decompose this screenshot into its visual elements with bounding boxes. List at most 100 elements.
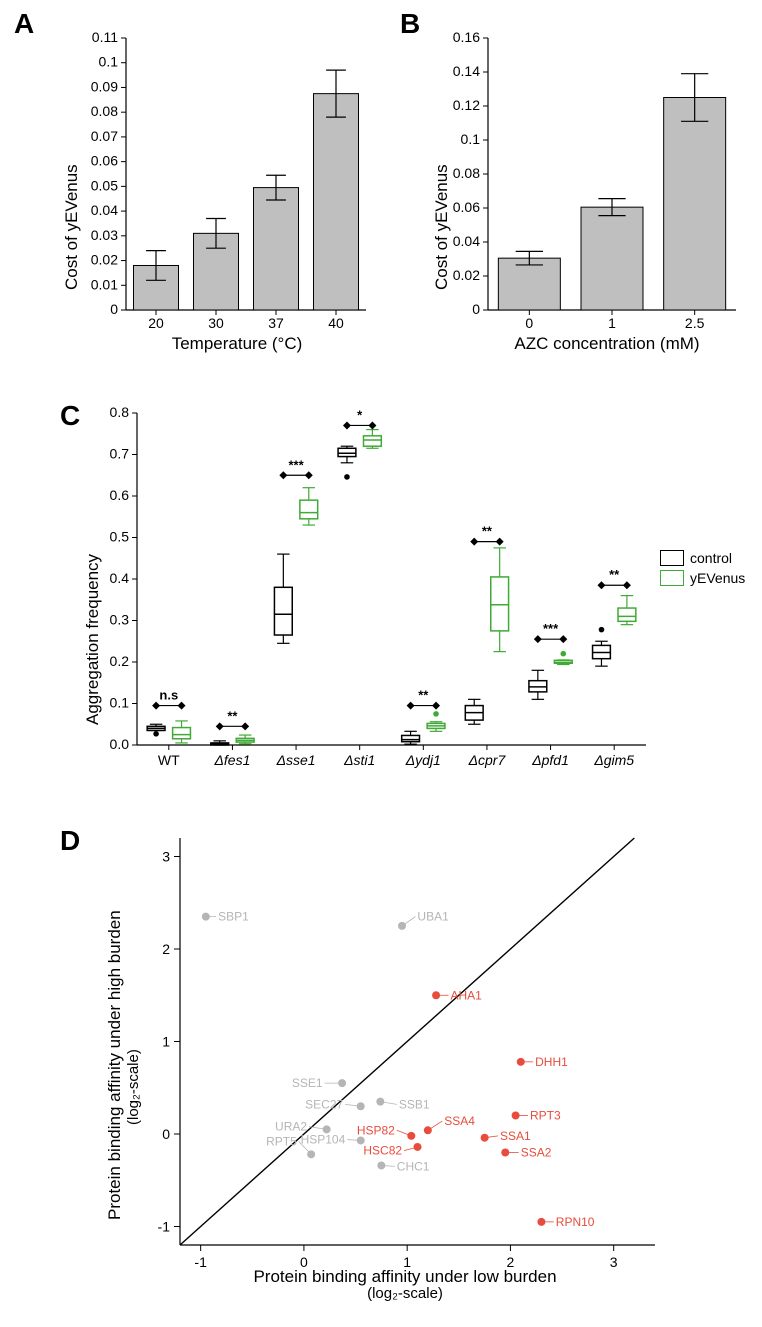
- svg-text:***: ***: [288, 457, 304, 472]
- svg-text:37: 37: [268, 315, 284, 331]
- svg-text:Δydj1: Δydj1: [405, 752, 441, 768]
- svg-text:0.2: 0.2: [110, 653, 130, 669]
- svg-text:WT: WT: [158, 752, 180, 768]
- svg-text:0.7: 0.7: [110, 446, 130, 462]
- svg-text:0.04: 0.04: [453, 233, 480, 249]
- svg-text:0.8: 0.8: [110, 405, 130, 420]
- svg-text:0.04: 0.04: [91, 202, 118, 218]
- svg-text:n.s: n.s: [159, 688, 178, 703]
- panel-b-ylabel: Cost of yEVenus: [432, 164, 452, 290]
- svg-text:SSE1: SSE1: [292, 1076, 323, 1090]
- svg-text:Δsse1: Δsse1: [276, 752, 316, 768]
- svg-text:SSA1: SSA1: [500, 1129, 531, 1143]
- panel-c-label: C: [60, 400, 80, 432]
- svg-text:3: 3: [162, 849, 170, 865]
- panel-a-svg: 0 0.01 0.02 0.03 0.04 0.05 0.06 0.07 0.08 0.09 0.1…: [70, 30, 370, 350]
- svg-text:HSP82: HSP82: [357, 1123, 395, 1137]
- svg-text:HSP104: HSP104: [301, 1133, 346, 1147]
- panel-c-legend: control yEVenus: [660, 550, 745, 590]
- svg-text:-1: -1: [158, 1219, 171, 1235]
- panel-b-label: B: [400, 8, 420, 40]
- svg-text:0.09: 0.09: [91, 78, 118, 94]
- svg-text:0.14: 0.14: [453, 63, 480, 79]
- legend-item-control: control: [660, 550, 745, 566]
- panel-d-svg: -10123-10123SBP1UBA1SSE1SEC27SSB1URA2RPT…: [125, 830, 665, 1300]
- panel-b-svg: 00.020.040.060.080.10.120.140.16012.5: [440, 30, 740, 350]
- svg-text:0.11: 0.11: [92, 30, 118, 45]
- svg-text:CHC1: CHC1: [397, 1159, 430, 1173]
- svg-text:**: **: [418, 688, 429, 703]
- panel-a-ylabel: Cost of yEVenus: [62, 164, 82, 290]
- svg-text:Δfes1: Δfes1: [214, 752, 251, 768]
- svg-text:30: 30: [208, 315, 224, 331]
- panel-c-svg: 0.0 0.1 0.2 0.3 0.4 0.5 0.6 0.7 0.8 WT n.s Δfes1 ** Δ…: [95, 405, 650, 785]
- panel-a-label: A: [14, 8, 34, 40]
- svg-text:0.1: 0.1: [110, 695, 130, 711]
- svg-text:20: 20: [148, 315, 164, 331]
- svg-text:AHA1: AHA1: [450, 988, 482, 1002]
- svg-text:SSA2: SSA2: [521, 1146, 552, 1160]
- panel-d-xlabel-sub: (log₂-scale): [165, 1285, 645, 1302]
- svg-text:**: **: [482, 524, 493, 539]
- svg-text:0.06: 0.06: [91, 153, 118, 169]
- legend-swatch-control: [660, 550, 684, 566]
- svg-text:Δcpr7: Δcpr7: [468, 752, 507, 768]
- svg-text:2: 2: [162, 941, 170, 957]
- legend-label-yevenus: yEVenus: [690, 570, 745, 586]
- svg-text:*: *: [357, 407, 363, 422]
- legend-swatch-yevenus: [660, 570, 684, 586]
- svg-text:DHH1: DHH1: [535, 1055, 568, 1069]
- panel-a-xlabel: Temperature (°C): [104, 334, 370, 354]
- svg-text:0: 0: [472, 301, 480, 317]
- svg-text:0.02: 0.02: [453, 267, 480, 283]
- svg-text:0.08: 0.08: [91, 103, 118, 119]
- panel-c-ylabel: Aggregation frequency: [83, 554, 103, 725]
- panel-d-ylabel-main: Protein binding affinity under high burd…: [105, 910, 124, 1220]
- svg-text:1: 1: [608, 315, 616, 331]
- svg-text:0.6: 0.6: [110, 487, 130, 503]
- svg-text:0.4: 0.4: [110, 570, 130, 586]
- svg-text:0.05: 0.05: [91, 177, 118, 193]
- svg-text:0.07: 0.07: [91, 128, 118, 144]
- panel-d-label: D: [60, 825, 80, 857]
- panel-b-xlabel: AZC concentration (mM): [474, 334, 740, 354]
- svg-text:SSB1: SSB1: [399, 1097, 430, 1111]
- svg-text:0.03: 0.03: [91, 227, 118, 243]
- svg-text:0.16: 0.16: [453, 30, 480, 45]
- svg-text:0.0: 0.0: [110, 736, 130, 752]
- svg-text:0.3: 0.3: [110, 612, 130, 628]
- svg-text:RPT3: RPT3: [530, 1109, 561, 1123]
- svg-text:RPN10: RPN10: [556, 1215, 595, 1229]
- figure-container: A Cost of yEVenus 00.010.020.030.040.050…: [0, 0, 762, 1327]
- svg-text:0.5: 0.5: [110, 529, 130, 545]
- panel-b: Cost of yEVenus 00.020.040.060.080.10.12…: [440, 30, 740, 350]
- legend-item-yevenus: yEVenus: [660, 570, 745, 586]
- legend-label-control: control: [690, 550, 732, 566]
- svg-text:SBP1: SBP1: [218, 910, 249, 924]
- svg-text:0: 0: [162, 1126, 170, 1142]
- svg-text:Δsti1: Δsti1: [343, 752, 375, 768]
- svg-text:0: 0: [110, 301, 118, 317]
- svg-text:0.12: 0.12: [453, 97, 480, 113]
- svg-text:Δpfd1: Δpfd1: [531, 752, 569, 768]
- svg-text:40: 40: [328, 315, 344, 331]
- svg-text:0.1: 0.1: [461, 131, 481, 147]
- svg-text:0.02: 0.02: [91, 252, 118, 268]
- svg-text:0.08: 0.08: [453, 165, 480, 181]
- svg-text:2.5: 2.5: [685, 315, 705, 331]
- svg-text:UBA1: UBA1: [417, 910, 449, 924]
- panel-a: Cost of yEVenus 00.010.020.030.040.050.0…: [70, 30, 370, 350]
- svg-text:**: **: [609, 567, 620, 582]
- panel-d-ylabel-sub: (log₂-scale): [125, 1049, 142, 1125]
- svg-text:SEC27: SEC27: [305, 1097, 343, 1111]
- panel-d-ylabel: Protein binding affinity under high burd…: [105, 910, 125, 1220]
- svg-text:**: **: [227, 708, 238, 723]
- svg-text:0.1: 0.1: [99, 54, 119, 70]
- panel-d: Protein binding affinity under high burd…: [125, 830, 665, 1300]
- svg-text:HSC82: HSC82: [363, 1144, 402, 1158]
- svg-text:SSA4: SSA4: [444, 1114, 475, 1128]
- svg-text:0.01: 0.01: [91, 276, 118, 292]
- svg-text:URA2: URA2: [275, 1120, 307, 1134]
- panel-c: Aggregation frequency 0.00.10.20.30.40.5…: [95, 405, 650, 785]
- panel-d-xlabel: Protein binding affinity under low burde…: [165, 1267, 645, 1287]
